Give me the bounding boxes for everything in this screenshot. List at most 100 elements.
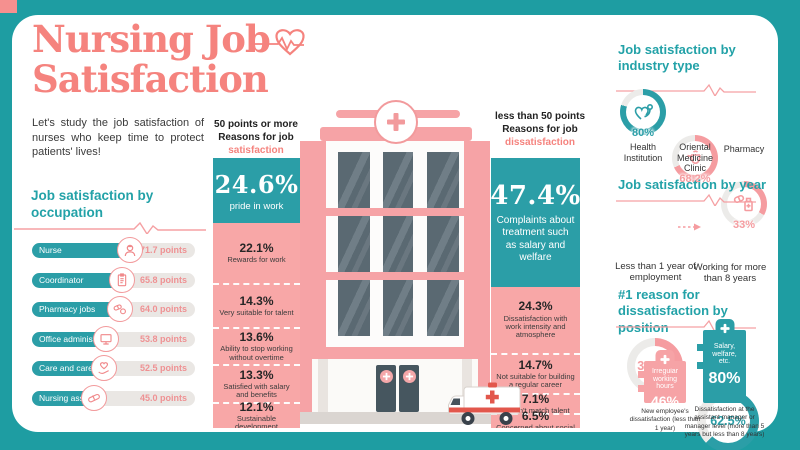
nurse-icon — [117, 237, 144, 263]
bar-label: Coordinator — [39, 275, 84, 285]
window — [338, 280, 370, 336]
position-block-new-employee: Irregular working hours 46% — [638, 350, 686, 409]
bar-row-care: 52.5 points Care and caregivers — [32, 355, 195, 381]
heart-pulse-icon — [250, 29, 305, 56]
item-value: 24.3% — [518, 299, 553, 314]
year-section-title: Job satisfaction by year — [618, 177, 767, 192]
item-value: 14.3% — [239, 293, 274, 308]
arrow-right-icon — [678, 223, 701, 231]
points-value: 71.7 points — [139, 245, 187, 255]
window — [427, 280, 459, 336]
satisfaction-list: 22.1% Rewards for work 14.3% Very suitab… — [213, 223, 300, 428]
window — [338, 216, 370, 272]
bar-row-assistant: 45.0 points Nursing assistant — [32, 385, 195, 411]
item-label: Rewards for work — [227, 254, 286, 264]
donut-pharmacy: 33% — [721, 181, 767, 231]
block-caption: New employee's dissatisfaction (less tha… — [629, 408, 701, 432]
bar-office: Office administration — [32, 326, 119, 352]
donut-health-institution: 80% — [620, 89, 666, 139]
points-value: 64.0 points — [139, 304, 187, 314]
floor-band — [326, 208, 464, 216]
satisfaction-item: 14.3% Very suitable for talent — [213, 283, 300, 327]
dissatisfaction-list: 24.3% Dissatisfaction with work intensit… — [491, 287, 580, 428]
bar-assistant: Nursing assistant — [32, 385, 107, 411]
monitor-icon — [92, 326, 119, 352]
dissatisfaction-item: 24.3% Dissatisfaction with work intensit… — [491, 287, 580, 353]
door-cross-icon — [379, 370, 393, 383]
block-notch — [638, 371, 644, 378]
bar-label: Care and caregivers — [39, 363, 116, 373]
cross-icon — [655, 350, 675, 369]
satisfaction-item: 22.1% Rewards for work — [213, 223, 300, 283]
block-label: Irregular working hours — [651, 368, 679, 391]
corner-decoration — [0, 0, 17, 13]
donut-percent: 62.5% — [710, 414, 746, 428]
bar-label: Nurse — [39, 245, 62, 255]
block-label: Salary, welfare, etc. — [712, 343, 737, 366]
satisfaction-item: 13.3% Satisfied with salary and benefits — [213, 364, 300, 402]
dissatisfaction-item: 6.5% Concerned about social — [491, 410, 580, 428]
donut-oriental-medicine: 68.2% — [672, 135, 718, 185]
points-value: 52.5 points — [139, 363, 187, 373]
occupation-section-title: Job satisfaction by occupation — [31, 188, 154, 220]
industry-label: Pharmacy — [723, 144, 765, 154]
bar-coordinator: Coordinator — [32, 267, 136, 293]
block-value: 46% — [650, 393, 680, 410]
points-value: 53.8 points — [139, 334, 187, 344]
page-title-line1: Nursing Job — [32, 17, 271, 61]
entrance-door-right — [399, 365, 419, 412]
window — [383, 216, 413, 272]
donut-percent: 68.2% — [679, 173, 711, 185]
dissatisfaction-item: 14.7% Not suitable for building a regula… — [491, 353, 580, 393]
donut-percent: 80% — [631, 127, 655, 139]
hospital-cross-icon — [374, 100, 418, 144]
pulse-line-icon — [616, 83, 756, 96]
stat-value: 47.4% — [490, 180, 581, 211]
pulse-line-icon — [616, 193, 756, 206]
bar-row-pharmacy: 64.0 points Pharmacy jobs — [32, 296, 195, 322]
medicine-pot-icon — [687, 150, 701, 165]
industry-label: Oriental Medicine Clinic — [676, 142, 714, 174]
bar-care: Care and caregivers — [32, 355, 117, 381]
item-value: 13.3% — [239, 367, 274, 382]
points-value: 45.0 points — [139, 393, 187, 403]
dissatisfaction-item: 7.1% Doesn't match talent — [491, 392, 580, 415]
pillar — [318, 359, 328, 412]
points-value: 65.8 points — [139, 275, 187, 285]
dissatisfaction-column-header: less than 50 points Reasons for job diss… — [487, 110, 593, 149]
satisfaction-top-stat: 24.6% pride in work — [213, 158, 300, 223]
block-notch — [697, 344, 703, 351]
window — [427, 152, 459, 208]
pulse-line-icon — [14, 221, 206, 234]
item-value: 14.7% — [518, 357, 553, 372]
floor-band — [326, 272, 464, 280]
block-caption: Dissatisfaction at the assistant manager… — [684, 406, 765, 439]
block-value: 80% — [708, 370, 741, 388]
bar-nurse: Nurse — [32, 237, 144, 263]
bar-label: Pharmacy jobs — [39, 304, 96, 314]
item-label: Satisfied with salary and benefits — [223, 381, 290, 400]
industry-label: Health Institution — [623, 142, 663, 163]
cross-icon — [715, 319, 734, 338]
item-label: Dissatisfaction with work intensity and … — [503, 313, 568, 340]
item-label: Ability to stop working without overtime — [220, 344, 293, 362]
stat-value: 24.6% — [214, 169, 299, 199]
item-value: 22.1% — [239, 240, 274, 255]
satisfaction-header-text: 50 points or more Reasons for job — [214, 119, 298, 143]
satisfaction-header-accent: satisfaction — [228, 145, 284, 156]
bar-row-coordinator: 65.8 points Coordinator — [32, 267, 195, 293]
ambulance-icon — [448, 382, 521, 425]
door-cross-icon — [402, 370, 416, 383]
window — [383, 280, 413, 336]
block-notch — [638, 385, 644, 392]
bar-label: Nursing assistant — [39, 393, 105, 403]
capsule-icon — [80, 385, 107, 411]
hand-heart-icon — [90, 355, 117, 381]
bar-pharmacy: Pharmacy jobs — [32, 296, 133, 322]
item-label: Sustainable development — [235, 413, 278, 428]
window — [338, 152, 370, 208]
year-label: Less than 1 year of employment — [615, 261, 696, 284]
page-title: Nursing Job Satisfaction — [32, 17, 271, 100]
satisfaction-column-header: 50 points or more Reasons for job satisf… — [204, 118, 308, 157]
